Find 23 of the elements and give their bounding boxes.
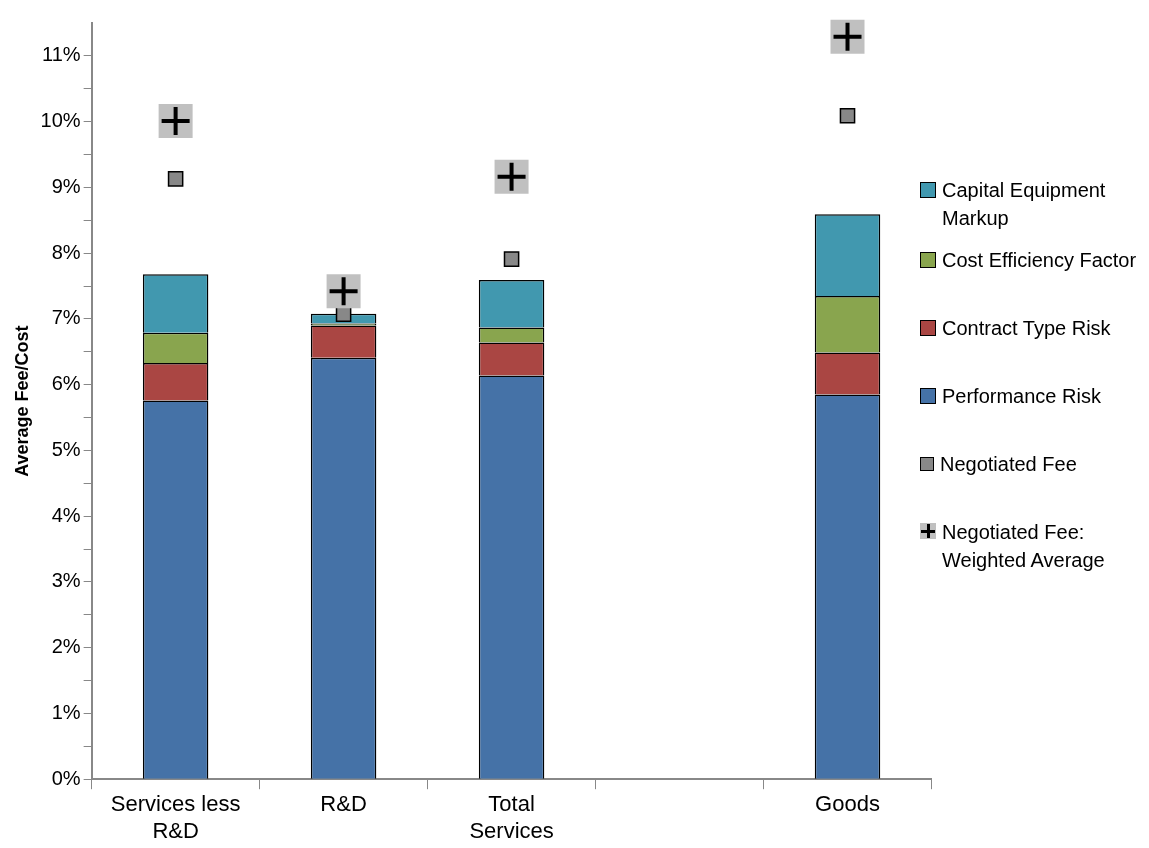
y-tick-label: 3%: [51, 569, 81, 592]
legend-label: Cost Efficiency Factor: [942, 248, 1137, 273]
x-tick-label: Goods: [815, 791, 880, 817]
y-tick-label: 9%: [51, 174, 81, 197]
y-tick-label: 6%: [51, 372, 81, 395]
x-tick-label: R&D: [320, 791, 367, 817]
y-tick-label: 0%: [51, 766, 81, 789]
y-tick-label: 8%: [51, 240, 81, 263]
legend-label: Contract Type Risk: [942, 316, 1111, 341]
x-tick-label: Services less R&D: [110, 791, 241, 843]
legend-label: Performance Risk: [942, 384, 1101, 409]
y-tick-label: 7%: [51, 306, 81, 329]
y-tick-label: 10%: [40, 109, 81, 132]
x-tick-label: Total Services: [469, 791, 554, 843]
y-tick-label: 1%: [51, 700, 81, 723]
legend-label: Negotiated Fee: Weighted Average: [942, 520, 1106, 573]
y-tick-label: 11%: [42, 43, 81, 66]
y-tick-label: 2%: [51, 635, 81, 658]
legend-label: Capital Equipment Markup: [942, 178, 1107, 231]
y-tick-label: 5%: [51, 437, 81, 460]
y-tick-label: 4%: [51, 503, 81, 526]
legend-label: Negotiated Fee: [940, 452, 1077, 477]
y-axis-title: Average Fee/Cost: [11, 325, 32, 477]
